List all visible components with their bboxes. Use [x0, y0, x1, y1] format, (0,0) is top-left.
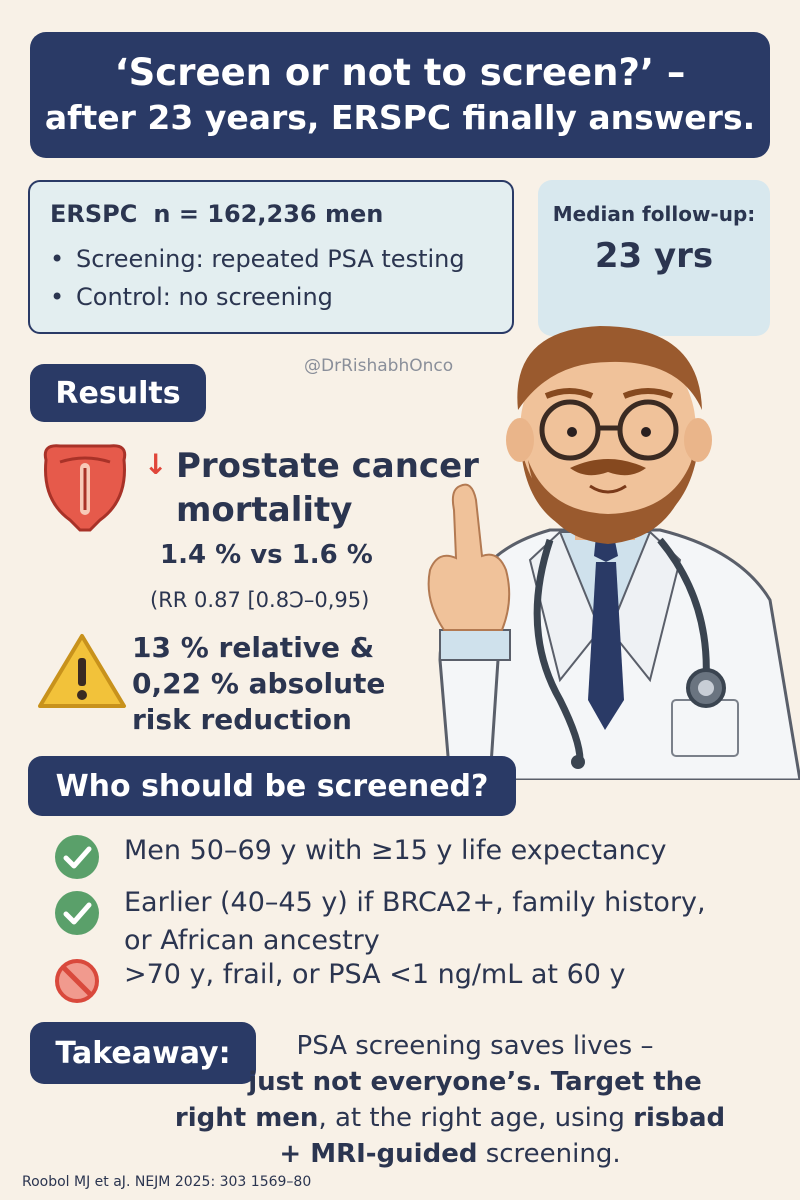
- mortality-line-2: mortality: [176, 490, 353, 530]
- risk-line-1: 13 % relative &: [132, 631, 375, 664]
- mortality-line-1: Prostate cancer: [176, 446, 479, 486]
- check-circle-icon: [55, 835, 99, 879]
- criterion-line-1: Earlier (40–45 y) if BRCA2+, family hist…: [124, 887, 706, 918]
- author-handle: @DrRishabhOnco: [304, 356, 454, 376]
- risk-reduction: 13 % relative & 0,22 % absolute risk red…: [132, 630, 385, 738]
- takeaway-plain: screening.: [477, 1139, 621, 1169]
- criterion-line-2: or African ancestry: [124, 925, 380, 956]
- study-name: ERSPC: [50, 200, 138, 228]
- takeaway-line-4: + MRI-guided screening.: [170, 1136, 730, 1172]
- criterion-text: >70 y, frail, or PSA <1 ng/mL at 60 y: [124, 959, 626, 990]
- results-heading: Results: [30, 364, 206, 422]
- study-header: ERSPC n = 162,236 men: [50, 200, 492, 228]
- risk-line-3: risk reduction: [132, 703, 352, 736]
- followup-box: Median follow-up: 23 yrs: [538, 180, 770, 336]
- takeaway-emphasis: risbad: [633, 1103, 726, 1133]
- followup-label: Median follow-up:: [552, 202, 756, 226]
- followup-value: 23 yrs: [594, 236, 714, 276]
- criterion-text: Men 50–69 y with ≥15 y life expectancy: [124, 835, 667, 866]
- warning-icon: [38, 634, 126, 708]
- relative-risk: (RR 0.87 [0.8Ͻ–0,95): [150, 588, 370, 612]
- criterion-text: Earlier (40–45 y) if BRCA2+, family hist…: [124, 884, 706, 960]
- takeaway-emphasis: + MRI-guided: [279, 1139, 478, 1169]
- title-line-1: ‘Screen or not to screen?’ –: [114, 51, 686, 94]
- citation: Roobol MJ et aJ. NEJM 2025: 303 1569–80: [22, 1174, 312, 1190]
- check-circle-icon: [55, 891, 99, 935]
- takeaway-heading: Takeaway:: [30, 1022, 256, 1084]
- study-bullet: • Control: no screening: [50, 283, 333, 311]
- mortality-heading: Prostate cancer mortality: [176, 444, 496, 532]
- takeaway-line-1: PSA screening saves lives –: [296, 1031, 654, 1061]
- takeaway-plain: , at the right age, using: [318, 1103, 634, 1133]
- who-heading: Who should be screened?: [28, 756, 516, 816]
- mortality-values: 1.4 % vs 1.6 %: [160, 540, 373, 570]
- title-line-2: after 23 years, ERSPC finally answers.: [44, 98, 756, 137]
- takeaway-text: PSA screening saves lives – just not eve…: [170, 1028, 730, 1172]
- takeaway-line-2: just not everyone’s. Target the: [248, 1067, 702, 1097]
- study-bullet: • Screening: repeated PSA testing: [50, 245, 465, 273]
- criterion-row: Earlier (40–45 y) if BRCA2+, family hist…: [52, 884, 706, 960]
- down-arrow-icon: ↓: [144, 448, 168, 481]
- study-bullet-text: Screening: repeated PSA testing: [76, 245, 465, 273]
- prostate-icon: [43, 444, 127, 532]
- takeaway-emphasis: right men: [174, 1103, 319, 1133]
- study-n: n = 162,236 men: [153, 200, 384, 228]
- criterion-row: >70 y, frail, or PSA <1 ng/mL at 60 y: [52, 956, 626, 1006]
- risk-line-2: 0,22 % absolute: [132, 667, 386, 700]
- study-bullet-text: Control: no screening: [76, 283, 333, 311]
- no-entry-icon: [55, 959, 99, 1003]
- title-banner: ‘Screen or not to screen?’ – after 23 ye…: [30, 32, 770, 158]
- takeaway-line-3: right men, at the right age, using risba…: [170, 1100, 730, 1136]
- doctor-illustration: [427, 326, 800, 780]
- study-info-box: ERSPC n = 162,236 men • Screening: repeate…: [28, 180, 514, 334]
- criterion-row: Men 50–69 y with ≥15 y life expectancy: [52, 832, 666, 882]
